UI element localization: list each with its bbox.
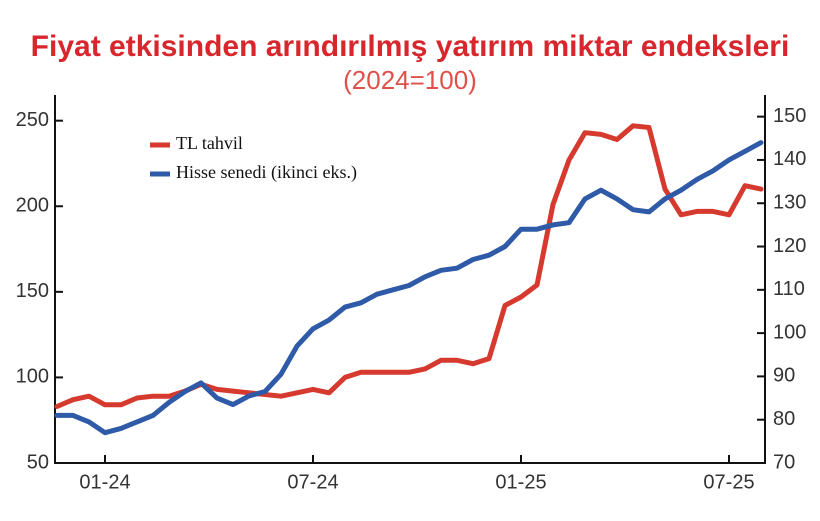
x-tick-label: 01-24 bbox=[79, 471, 130, 493]
series-line bbox=[54, 123, 764, 409]
y-tick-label: 100 bbox=[16, 366, 49, 388]
y2-tick-label: 70 bbox=[773, 451, 795, 473]
y2-tick-label: 120 bbox=[773, 235, 806, 257]
x-tick-label: 01-25 bbox=[495, 471, 546, 493]
y2-tick-label: 80 bbox=[773, 408, 795, 430]
y2-tick-label: 130 bbox=[773, 192, 806, 214]
y2-tick-label: 100 bbox=[773, 321, 806, 343]
y-tick-label: 200 bbox=[16, 195, 49, 217]
x-tick-label: 07-24 bbox=[287, 471, 338, 493]
y2-tick-label: 110 bbox=[773, 278, 805, 300]
x-tick-label: 07-25 bbox=[703, 471, 754, 493]
y2-tick-label: 90 bbox=[773, 365, 795, 387]
y-tick-label: 50 bbox=[27, 451, 49, 473]
legend-label: Hisse senedi (ikinci eks.) bbox=[176, 162, 357, 183]
y-tick-label: 250 bbox=[16, 109, 49, 131]
y-tick-label: 150 bbox=[16, 280, 49, 302]
legend-label: TL tahvil bbox=[176, 133, 243, 153]
chart-subtitle: (2024=100) bbox=[343, 65, 477, 95]
chart-title: Fiyat etkisinden arındırılmış yatırım mi… bbox=[31, 30, 790, 63]
y2-tick-label: 140 bbox=[773, 148, 806, 170]
y2-tick-label: 150 bbox=[773, 105, 806, 127]
series-line bbox=[54, 140, 764, 436]
